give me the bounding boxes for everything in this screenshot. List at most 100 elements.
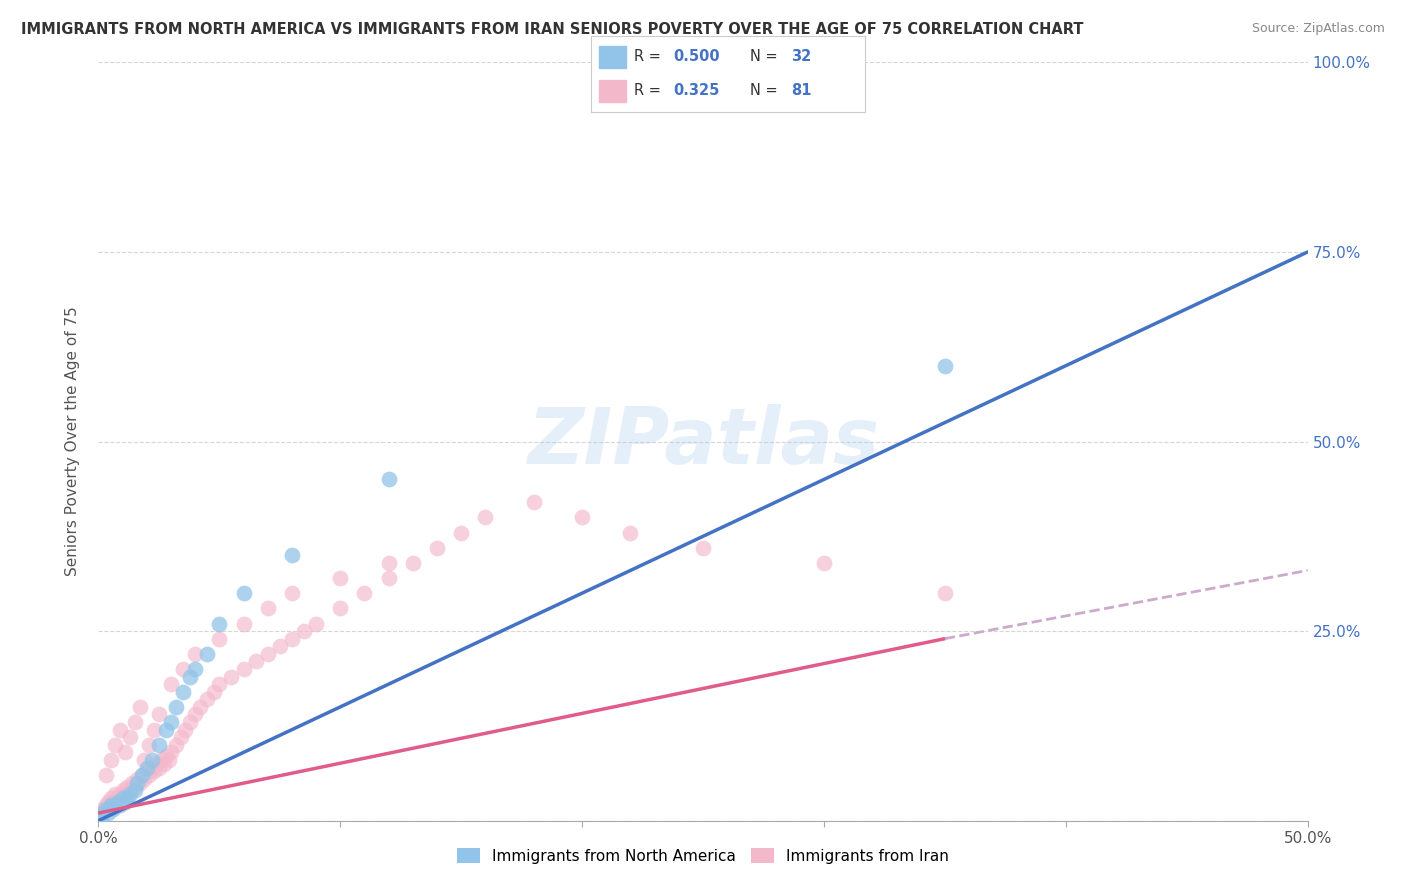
- Point: [101, 802, 124, 816]
- Point: [107, 795, 129, 809]
- Point: [619, 525, 641, 540]
- Point: [174, 723, 197, 737]
- Point: [114, 795, 136, 809]
- Y-axis label: Seniors Poverty Over the Age of 75: Seniors Poverty Over the Age of 75: [65, 307, 80, 576]
- Point: [305, 616, 328, 631]
- Point: [128, 699, 150, 714]
- Point: [124, 783, 146, 797]
- Point: [179, 669, 201, 683]
- Point: [155, 723, 177, 737]
- Point: [91, 802, 114, 816]
- Point: [165, 699, 187, 714]
- Point: [111, 791, 134, 805]
- Point: [114, 746, 136, 760]
- Point: [188, 699, 211, 714]
- Point: [523, 495, 546, 509]
- Point: [138, 768, 160, 782]
- Point: [148, 738, 170, 752]
- Point: [329, 571, 352, 585]
- Point: [426, 541, 449, 555]
- Point: [644, 78, 666, 92]
- Point: [474, 510, 496, 524]
- Point: [131, 768, 153, 782]
- Point: [100, 753, 122, 767]
- Bar: [599, 79, 626, 103]
- Point: [118, 787, 141, 801]
- Point: [245, 655, 267, 669]
- Point: [353, 586, 375, 600]
- Point: [377, 571, 399, 585]
- Legend: Immigrants from North America, Immigrants from Iran: Immigrants from North America, Immigrant…: [451, 842, 955, 870]
- Point: [292, 624, 315, 639]
- Point: [108, 798, 131, 813]
- Point: [155, 749, 177, 764]
- Point: [377, 556, 399, 570]
- Text: ZIPatlas: ZIPatlas: [527, 403, 879, 480]
- Point: [141, 760, 163, 774]
- Text: 32: 32: [790, 49, 811, 64]
- Text: R =: R =: [634, 49, 666, 64]
- Point: [135, 760, 157, 774]
- Point: [692, 541, 714, 555]
- Text: IMMIGRANTS FROM NORTH AMERICA VS IMMIGRANTS FROM IRAN SENIORS POVERTY OVER THE A: IMMIGRANTS FROM NORTH AMERICA VS IMMIGRA…: [21, 22, 1084, 37]
- Point: [94, 768, 117, 782]
- Point: [150, 753, 173, 767]
- Point: [104, 738, 127, 752]
- Point: [402, 556, 425, 570]
- Point: [97, 806, 120, 821]
- Point: [157, 753, 180, 767]
- Point: [256, 647, 278, 661]
- Point: [281, 548, 304, 563]
- Point: [329, 601, 352, 615]
- Point: [281, 632, 304, 646]
- Point: [195, 647, 218, 661]
- Point: [138, 738, 160, 752]
- Point: [90, 810, 112, 824]
- Point: [124, 780, 146, 794]
- Point: [127, 772, 149, 786]
- Point: [208, 632, 231, 646]
- Point: [172, 685, 194, 699]
- Text: 0.500: 0.500: [672, 49, 720, 64]
- Point: [117, 780, 139, 794]
- Text: R =: R =: [634, 83, 666, 98]
- Text: 81: 81: [790, 83, 811, 98]
- Point: [169, 730, 191, 744]
- Point: [184, 662, 207, 676]
- Point: [108, 723, 131, 737]
- Point: [100, 798, 122, 813]
- Point: [143, 764, 166, 779]
- Text: N =: N =: [749, 49, 782, 64]
- Point: [195, 692, 218, 706]
- Point: [108, 787, 131, 801]
- Point: [100, 791, 122, 805]
- Point: [141, 753, 163, 767]
- Point: [134, 772, 156, 786]
- Point: [94, 798, 117, 813]
- Point: [101, 795, 124, 809]
- Point: [107, 791, 129, 805]
- Text: Source: ZipAtlas.com: Source: ZipAtlas.com: [1251, 22, 1385, 36]
- Point: [269, 639, 291, 653]
- Point: [90, 806, 112, 821]
- Point: [135, 764, 157, 779]
- Point: [450, 525, 472, 540]
- Point: [208, 677, 231, 691]
- Point: [934, 586, 956, 600]
- Point: [145, 756, 167, 771]
- Point: [118, 730, 141, 744]
- Point: [208, 616, 231, 631]
- Point: [118, 783, 141, 797]
- Point: [104, 798, 127, 813]
- Point: [232, 586, 254, 600]
- Point: [179, 715, 201, 730]
- Point: [232, 662, 254, 676]
- Point: [184, 647, 207, 661]
- Point: [160, 746, 183, 760]
- Text: N =: N =: [749, 83, 782, 98]
- Point: [204, 685, 226, 699]
- Point: [377, 473, 399, 487]
- Bar: [599, 45, 626, 69]
- Point: [172, 662, 194, 676]
- Point: [143, 723, 166, 737]
